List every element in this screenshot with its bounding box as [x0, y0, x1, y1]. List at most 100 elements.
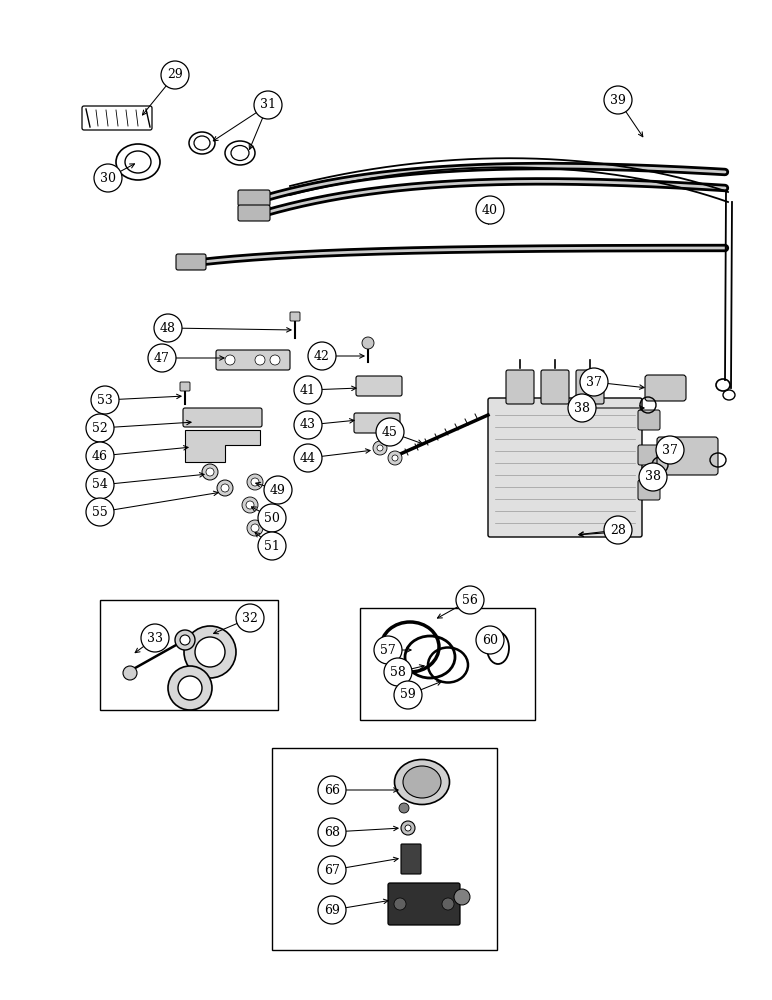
- Circle shape: [178, 676, 202, 700]
- Text: 28: 28: [610, 524, 626, 536]
- Circle shape: [405, 825, 411, 831]
- Circle shape: [270, 355, 280, 365]
- Circle shape: [392, 455, 398, 461]
- Circle shape: [255, 355, 265, 365]
- Ellipse shape: [394, 760, 449, 804]
- Circle shape: [476, 196, 504, 224]
- FancyBboxPatch shape: [638, 480, 660, 500]
- Circle shape: [247, 520, 263, 536]
- Circle shape: [388, 451, 402, 465]
- Text: 53: 53: [97, 393, 113, 406]
- FancyBboxPatch shape: [183, 408, 262, 427]
- FancyBboxPatch shape: [180, 382, 190, 391]
- Text: 49: 49: [270, 484, 286, 496]
- Circle shape: [476, 626, 504, 654]
- Text: 37: 37: [586, 375, 602, 388]
- Circle shape: [639, 463, 667, 491]
- Circle shape: [294, 444, 322, 472]
- Circle shape: [456, 586, 484, 614]
- FancyBboxPatch shape: [216, 350, 290, 370]
- Text: 38: 38: [645, 471, 661, 484]
- Text: 30: 30: [100, 172, 116, 184]
- Text: 46: 46: [92, 450, 108, 462]
- Text: 39: 39: [610, 94, 626, 106]
- Ellipse shape: [125, 151, 151, 173]
- Circle shape: [161, 61, 189, 89]
- Circle shape: [195, 637, 225, 667]
- Ellipse shape: [194, 136, 210, 150]
- Circle shape: [148, 344, 176, 372]
- Circle shape: [580, 368, 608, 396]
- Circle shape: [184, 626, 236, 678]
- Circle shape: [91, 386, 119, 414]
- Circle shape: [154, 314, 182, 342]
- Circle shape: [86, 442, 114, 470]
- Circle shape: [206, 468, 214, 476]
- Text: 45: 45: [382, 426, 398, 438]
- Text: 29: 29: [167, 68, 183, 82]
- FancyBboxPatch shape: [488, 398, 642, 537]
- Circle shape: [377, 445, 383, 451]
- Circle shape: [604, 516, 632, 544]
- Circle shape: [308, 342, 336, 370]
- FancyBboxPatch shape: [100, 600, 278, 710]
- Circle shape: [394, 898, 406, 910]
- FancyBboxPatch shape: [638, 410, 660, 430]
- Polygon shape: [185, 430, 260, 462]
- Text: 68: 68: [324, 826, 340, 838]
- Circle shape: [141, 624, 169, 652]
- Circle shape: [123, 666, 137, 680]
- Circle shape: [384, 658, 412, 686]
- Text: 33: 33: [147, 632, 163, 645]
- Text: 41: 41: [300, 383, 316, 396]
- Text: 47: 47: [154, 352, 170, 364]
- Text: 37: 37: [662, 444, 678, 456]
- Circle shape: [221, 484, 229, 492]
- Text: 67: 67: [324, 863, 340, 876]
- Text: 51: 51: [264, 540, 280, 552]
- Circle shape: [242, 497, 258, 513]
- Circle shape: [374, 636, 402, 664]
- Circle shape: [251, 524, 259, 532]
- Text: 43: 43: [300, 418, 316, 432]
- FancyBboxPatch shape: [176, 254, 206, 270]
- FancyBboxPatch shape: [354, 413, 400, 433]
- Circle shape: [251, 478, 259, 486]
- Text: 32: 32: [242, 611, 258, 624]
- Circle shape: [376, 418, 404, 446]
- Circle shape: [86, 471, 114, 499]
- Circle shape: [362, 337, 374, 349]
- Text: 69: 69: [324, 904, 340, 916]
- Circle shape: [202, 464, 218, 480]
- Circle shape: [94, 164, 122, 192]
- Circle shape: [258, 532, 286, 560]
- Circle shape: [225, 355, 235, 365]
- Text: 56: 56: [462, 593, 478, 606]
- FancyBboxPatch shape: [657, 437, 718, 475]
- Text: 40: 40: [482, 204, 498, 217]
- Text: 42: 42: [314, 350, 330, 362]
- Circle shape: [318, 896, 346, 924]
- FancyBboxPatch shape: [356, 376, 402, 396]
- Circle shape: [258, 504, 286, 532]
- Circle shape: [442, 898, 454, 910]
- FancyBboxPatch shape: [238, 190, 270, 206]
- FancyBboxPatch shape: [272, 748, 497, 950]
- Circle shape: [180, 635, 190, 645]
- Text: 57: 57: [380, 644, 396, 656]
- Circle shape: [399, 803, 409, 813]
- FancyBboxPatch shape: [576, 370, 604, 404]
- FancyBboxPatch shape: [360, 608, 535, 720]
- Circle shape: [175, 630, 195, 650]
- Ellipse shape: [231, 145, 249, 160]
- Circle shape: [318, 856, 346, 884]
- FancyBboxPatch shape: [388, 883, 460, 925]
- Text: 59: 59: [400, 688, 416, 702]
- Circle shape: [264, 476, 292, 504]
- Text: 50: 50: [264, 512, 280, 524]
- Circle shape: [246, 501, 254, 509]
- Circle shape: [394, 681, 422, 709]
- Ellipse shape: [403, 766, 441, 798]
- Circle shape: [86, 498, 114, 526]
- Circle shape: [318, 818, 346, 846]
